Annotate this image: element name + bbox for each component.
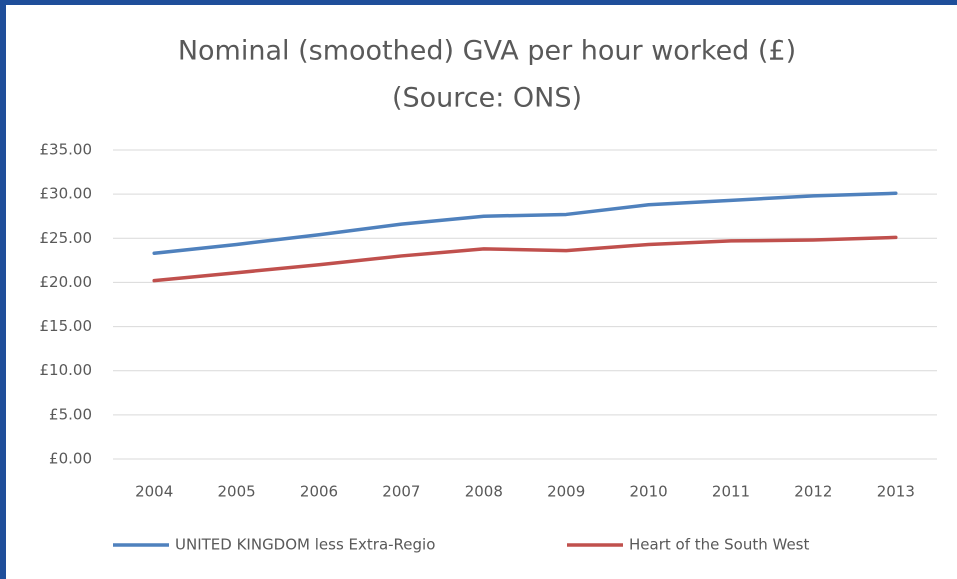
series-line [152,191,898,256]
legend-label: Heart of the South West [629,536,809,554]
y-tick-label: £30.00 [40,185,93,203]
chart-title: Nominal (smoothed) GVA per hour worked (… [178,36,796,67]
legend-label: UNITED KINGDOM less Extra-Regio [175,536,435,554]
x-tick-label: 2013 [877,483,915,501]
y-tick-label: £5.00 [49,405,92,423]
x-tick-label: 2006 [300,483,338,501]
chart-subtitle: (Source: ONS) [392,83,582,114]
x-tick-label: 2005 [218,483,256,501]
x-tick-label: 2011 [712,483,750,501]
x-tick-label: 2004 [135,483,173,501]
x-tick-label: 2010 [630,483,668,501]
y-tick-label: £25.00 [40,229,93,247]
x-tick-label: 2008 [465,483,503,501]
y-tick-label: £0.00 [49,450,92,468]
y-tick-label: £20.00 [40,273,93,291]
x-tick-label: 2012 [794,483,832,501]
y-tick-label: £10.00 [40,361,93,379]
chart-background [6,5,957,579]
x-tick-label: 2009 [547,483,585,501]
y-tick-label: £15.00 [40,317,93,335]
x-tick-label: 2007 [382,483,420,501]
series-line [152,235,898,283]
y-tick-label: £35.00 [40,141,93,159]
